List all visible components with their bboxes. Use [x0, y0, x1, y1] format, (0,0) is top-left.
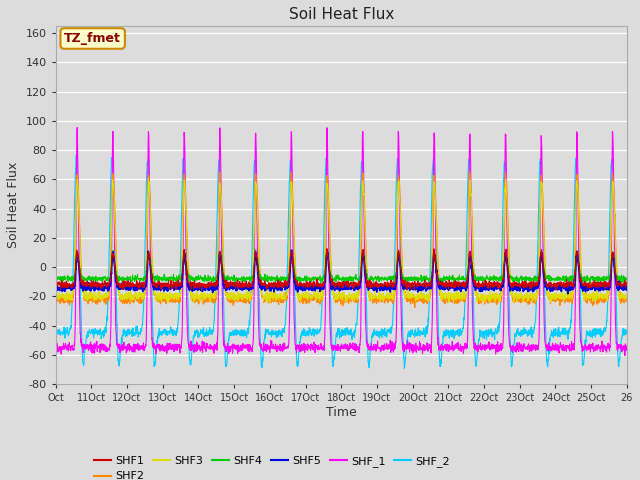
SHF_1 — [109, 129, 116, 134]
SHF_2 — [623, 329, 630, 335]
SHF1 — [546, 279, 554, 285]
SHF4 — [252, 247, 260, 252]
SHF1 — [514, 283, 522, 288]
SHF4 — [109, 250, 116, 255]
Line: SHF_1: SHF_1 — [56, 128, 627, 356]
SHF4 — [232, 276, 240, 282]
SHF1 — [552, 287, 560, 293]
Title: Soil Heat Flux: Soil Heat Flux — [289, 7, 394, 22]
X-axis label: Time: Time — [326, 406, 356, 419]
SHF4 — [52, 276, 60, 282]
SHF1 — [232, 279, 240, 285]
SHF3 — [376, 293, 384, 299]
SHF4 — [515, 280, 523, 286]
SHF_1 — [232, 343, 240, 348]
SHF2 — [52, 295, 60, 301]
Line: SHF_2: SHF_2 — [56, 156, 627, 369]
SHF2 — [623, 293, 630, 299]
SHF_1 — [52, 345, 60, 351]
Line: SHF3: SHF3 — [56, 178, 627, 302]
SHF3 — [266, 300, 274, 305]
SHF1 — [109, 252, 116, 258]
Legend: SHF1, SHF2, SHF3, SHF4, SHF5, SHF_1, SHF_2: SHF1, SHF2, SHF3, SHF4, SHF5, SHF_1, SHF… — [90, 451, 454, 480]
SHF1 — [623, 282, 630, 288]
SHF_2 — [376, 329, 383, 335]
SHF5 — [546, 288, 554, 293]
SHF_2 — [52, 334, 60, 339]
SHF3 — [514, 294, 522, 300]
SHF2 — [232, 296, 240, 301]
Line: SHF4: SHF4 — [56, 250, 627, 283]
SHF1 — [376, 283, 383, 288]
SHF5 — [288, 247, 296, 253]
SHF3 — [109, 177, 116, 182]
SHF_1 — [546, 346, 554, 351]
SHF2 — [411, 304, 419, 310]
SHF5 — [615, 283, 623, 289]
SHF_2 — [109, 168, 116, 173]
SHF_2 — [72, 153, 80, 158]
SHF3 — [623, 291, 630, 297]
Y-axis label: Soil Heat Flux: Soil Heat Flux — [7, 162, 20, 248]
SHF_2 — [615, 356, 623, 362]
SHF5 — [376, 285, 383, 290]
SHF3 — [546, 293, 554, 299]
SHF1 — [52, 278, 60, 284]
SHF_2 — [546, 338, 554, 344]
SHF4 — [623, 278, 630, 284]
SHF3 — [52, 290, 60, 296]
SHF3 — [615, 294, 623, 300]
SHF_1 — [74, 125, 81, 131]
SHF4 — [615, 273, 623, 279]
SHF2 — [546, 297, 554, 302]
SHF2 — [109, 174, 116, 180]
SHF5 — [623, 284, 630, 289]
SHF2 — [615, 290, 623, 296]
SHF_1 — [621, 353, 628, 359]
Text: TZ_fmet: TZ_fmet — [64, 32, 121, 45]
SHF4 — [376, 276, 383, 281]
SHF5 — [52, 287, 60, 293]
SHF_1 — [615, 345, 623, 350]
SHF_2 — [514, 325, 522, 331]
Line: SHF1: SHF1 — [56, 249, 627, 290]
SHF_1 — [376, 346, 383, 352]
SHF5 — [514, 286, 522, 291]
SHF3 — [232, 297, 240, 302]
SHF4 — [514, 278, 522, 284]
SHF1 — [615, 281, 623, 287]
SHF4 — [546, 276, 554, 282]
SHF3 — [145, 175, 152, 181]
SHF_2 — [401, 366, 408, 372]
SHF2 — [466, 168, 474, 174]
SHF1 — [323, 246, 331, 252]
Line: SHF5: SHF5 — [56, 250, 627, 294]
SHF5 — [232, 288, 240, 294]
Line: SHF2: SHF2 — [56, 171, 627, 307]
SHF_2 — [232, 327, 240, 333]
SHF_1 — [623, 344, 630, 350]
SHF_1 — [514, 345, 522, 350]
SHF2 — [376, 297, 383, 302]
SHF2 — [514, 293, 522, 299]
SHF5 — [109, 249, 116, 255]
SHF5 — [564, 291, 572, 297]
